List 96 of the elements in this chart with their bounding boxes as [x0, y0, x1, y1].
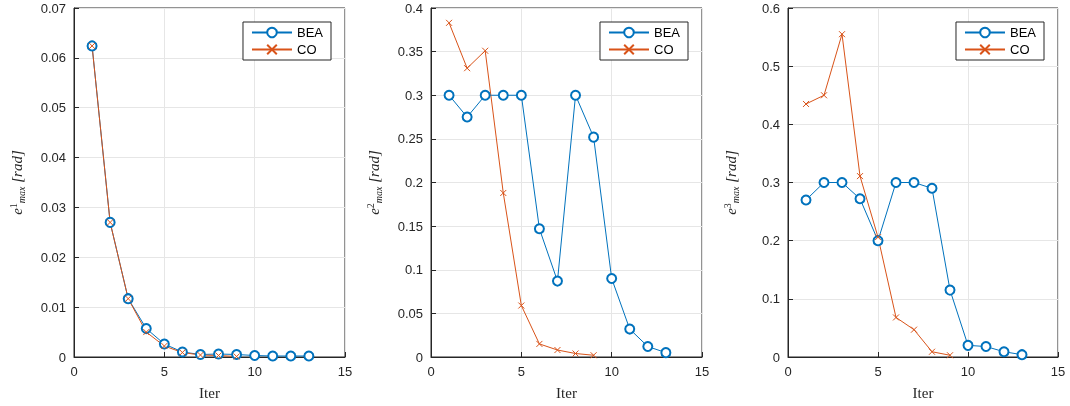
y-tick-label: 0.15 [397, 218, 423, 234]
y-tick-label: 0.25 [397, 131, 423, 147]
point [463, 64, 471, 72]
point [249, 350, 261, 361]
y-tick-label: 0.3 [404, 87, 423, 103]
x-tick-label: 5 [874, 364, 882, 379]
y-tick-label: 0.03 [40, 199, 66, 215]
point [481, 47, 489, 55]
y-tick-label: 0 [415, 349, 423, 365]
point [499, 189, 507, 197]
y-tick-label: 0.05 [397, 305, 423, 321]
legend-label: CO [653, 42, 674, 57]
y-tick-label: 0.4 [404, 0, 423, 16]
legend-label: BEA [1009, 25, 1037, 40]
y-tick-label: 0.02 [40, 249, 66, 265]
point [890, 177, 902, 188]
point [800, 194, 812, 206]
point [590, 351, 598, 359]
x-tick-label: 0 [70, 364, 78, 379]
point [551, 275, 563, 287]
y-tick-label: 0.2 [404, 175, 423, 190]
point [820, 91, 828, 99]
x-axis-title: Iter [912, 384, 934, 401]
point [838, 30, 846, 38]
y-tick-label: 0.2 [761, 233, 780, 249]
point [303, 350, 315, 362]
point [836, 177, 848, 188]
y-tick-label: 0.05 [40, 100, 66, 116]
point [285, 350, 297, 362]
point [517, 302, 525, 310]
point [998, 346, 1010, 358]
point [642, 341, 654, 353]
point [892, 313, 900, 321]
point [854, 193, 866, 205]
y-tick-label: 0.1 [404, 262, 423, 278]
y-axis-title: e2max [rad] [364, 150, 384, 215]
point [445, 19, 453, 27]
point [233, 353, 241, 360]
y-tick-label: 0.35 [397, 44, 423, 60]
x-tick-label: 15 [694, 364, 710, 379]
x-tick-label: 0 [784, 364, 792, 379]
point [515, 89, 527, 101]
x-axis-title: Iter [199, 384, 220, 401]
y-tick-label: 0.5 [761, 58, 780, 74]
y-tick-label: 0.01 [40, 299, 66, 315]
point [267, 350, 279, 362]
point [908, 177, 920, 188]
x-tick-label: 10 [960, 364, 976, 379]
x-tick-label: 15 [1050, 364, 1066, 379]
point [928, 348, 936, 356]
point [1016, 349, 1028, 361]
point [142, 328, 150, 336]
point [479, 89, 491, 101]
point [980, 341, 992, 353]
point [461, 111, 473, 123]
y-tick-label: 0 [772, 349, 780, 365]
x-tick-label: 10 [604, 364, 619, 379]
y-tick-label: 0.06 [40, 50, 66, 66]
point [874, 233, 882, 241]
y-tick-label: 0.1 [761, 291, 780, 307]
x-tick-label: 15 [337, 364, 353, 379]
legend-label: CO [1009, 42, 1030, 57]
point [856, 172, 864, 180]
point [926, 182, 938, 194]
y-tick-label: 0.07 [40, 0, 66, 16]
x-tick-label: 5 [517, 364, 525, 379]
point [570, 89, 582, 101]
y-tick-label: 0.6 [761, 0, 780, 16]
point [818, 177, 830, 188]
point [660, 347, 672, 359]
legend-label: CO [296, 42, 317, 57]
point [535, 340, 543, 348]
point [443, 89, 455, 101]
point [946, 351, 954, 359]
y-tick-label: 0 [58, 349, 66, 365]
point [553, 346, 561, 354]
legend-label: BEA [653, 25, 681, 40]
y-tick-label: 0.4 [761, 116, 780, 132]
point [588, 131, 600, 143]
point [624, 323, 636, 335]
point [962, 339, 974, 351]
point [160, 342, 168, 350]
y-axis-title: e1max [rad] [7, 150, 27, 215]
x-tick-label: 10 [247, 364, 262, 379]
y-tick-label: 0.04 [40, 150, 66, 166]
point [910, 326, 918, 334]
x-tick-label: 0 [427, 364, 435, 379]
point [497, 89, 509, 101]
x-axis-title: Iter [556, 384, 577, 401]
point [533, 223, 545, 235]
point [944, 284, 956, 296]
legend-label: BEA [296, 25, 324, 40]
y-axis-title: e3max [rad] [721, 150, 741, 215]
point [606, 272, 618, 284]
y-tick-label: 0.3 [761, 175, 780, 190]
x-tick-label: 5 [160, 364, 168, 379]
